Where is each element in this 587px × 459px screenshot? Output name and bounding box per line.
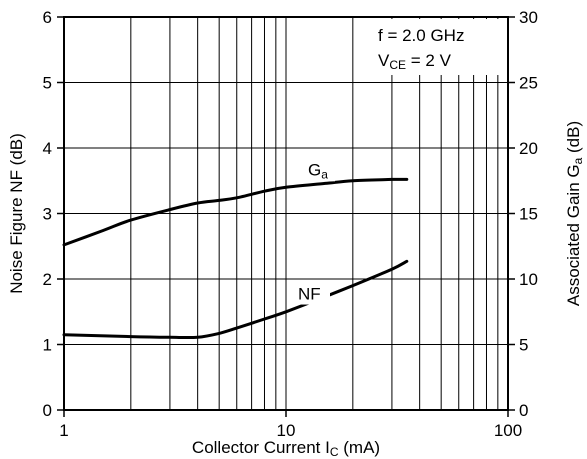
series-ga-line — [62, 177, 409, 247]
x-tick-label: 1 — [59, 421, 68, 440]
x-axis-title-tail: (mA) — [339, 438, 381, 457]
condition-line-1: f = 2.0 GHz — [378, 26, 464, 45]
condition-line-2-sub: CE — [389, 58, 406, 72]
y-right-tick-label: 30 — [519, 8, 538, 27]
x-tick-label: 10 — [277, 421, 296, 440]
x-axis-title-main: Collector Current I — [192, 438, 330, 457]
y-left-tick-label: 4 — [43, 139, 52, 158]
y-left-tick-label: 1 — [43, 336, 52, 355]
series-nf-label: NF — [298, 285, 321, 304]
condition-line-2-main: V — [378, 51, 390, 70]
y-left-tick-label: 5 — [43, 74, 52, 93]
conditions-box: f = 2.0 GHz VCE = 2 V — [378, 26, 464, 72]
y-right-axis-title-main: Associated Gain G — [564, 164, 583, 306]
curves — [62, 177, 409, 340]
x-axis-title: Collector Current IC (mA) — [192, 438, 380, 459]
series-ga-label-main: G — [308, 160, 321, 179]
series-nf-label-main: NF — [298, 285, 321, 304]
series-ga-label: Ga — [308, 160, 328, 181]
y-left-tick-label: 6 — [43, 8, 52, 27]
ticks — [57, 16, 515, 417]
y-right-axis-title-sub: a — [571, 157, 585, 164]
grid — [64, 17, 508, 410]
y-left-tick-label: 2 — [43, 270, 52, 289]
y-right-axis-title: Associated Gain Ga (dB) — [564, 121, 585, 306]
y-right-tick-label: 20 — [519, 139, 538, 158]
series-nf-label-bg — [294, 282, 330, 305]
y-left-tick-label: 3 — [43, 205, 52, 224]
y-right-tick-label: 5 — [519, 336, 528, 355]
y-right-tick-label: 25 — [519, 74, 538, 93]
condition-line-2-tail: = 2 V — [406, 51, 452, 70]
conditions-background — [366, 19, 506, 75]
y-right-tick-label: 0 — [519, 401, 528, 420]
y-right-tick-label: 15 — [519, 205, 538, 224]
y-left-axis-title: Noise Figure NF (dB) — [7, 133, 26, 294]
series-nf-line — [62, 259, 409, 340]
x-axis-title-sub: C — [330, 445, 339, 459]
y-right-tick-label: 10 — [519, 270, 538, 289]
y-right-axis-title-tail: (dB) — [564, 121, 583, 158]
y-left-tick-label: 0 — [43, 401, 52, 420]
series-ga-label-bg — [305, 159, 335, 182]
condition-line-1-main: f = 2.0 GHz — [378, 26, 464, 45]
condition-line-2: VCE = 2 V — [378, 51, 452, 72]
series-ga-label-sub: a — [321, 167, 328, 181]
x-tick-label: 100 — [494, 421, 522, 440]
